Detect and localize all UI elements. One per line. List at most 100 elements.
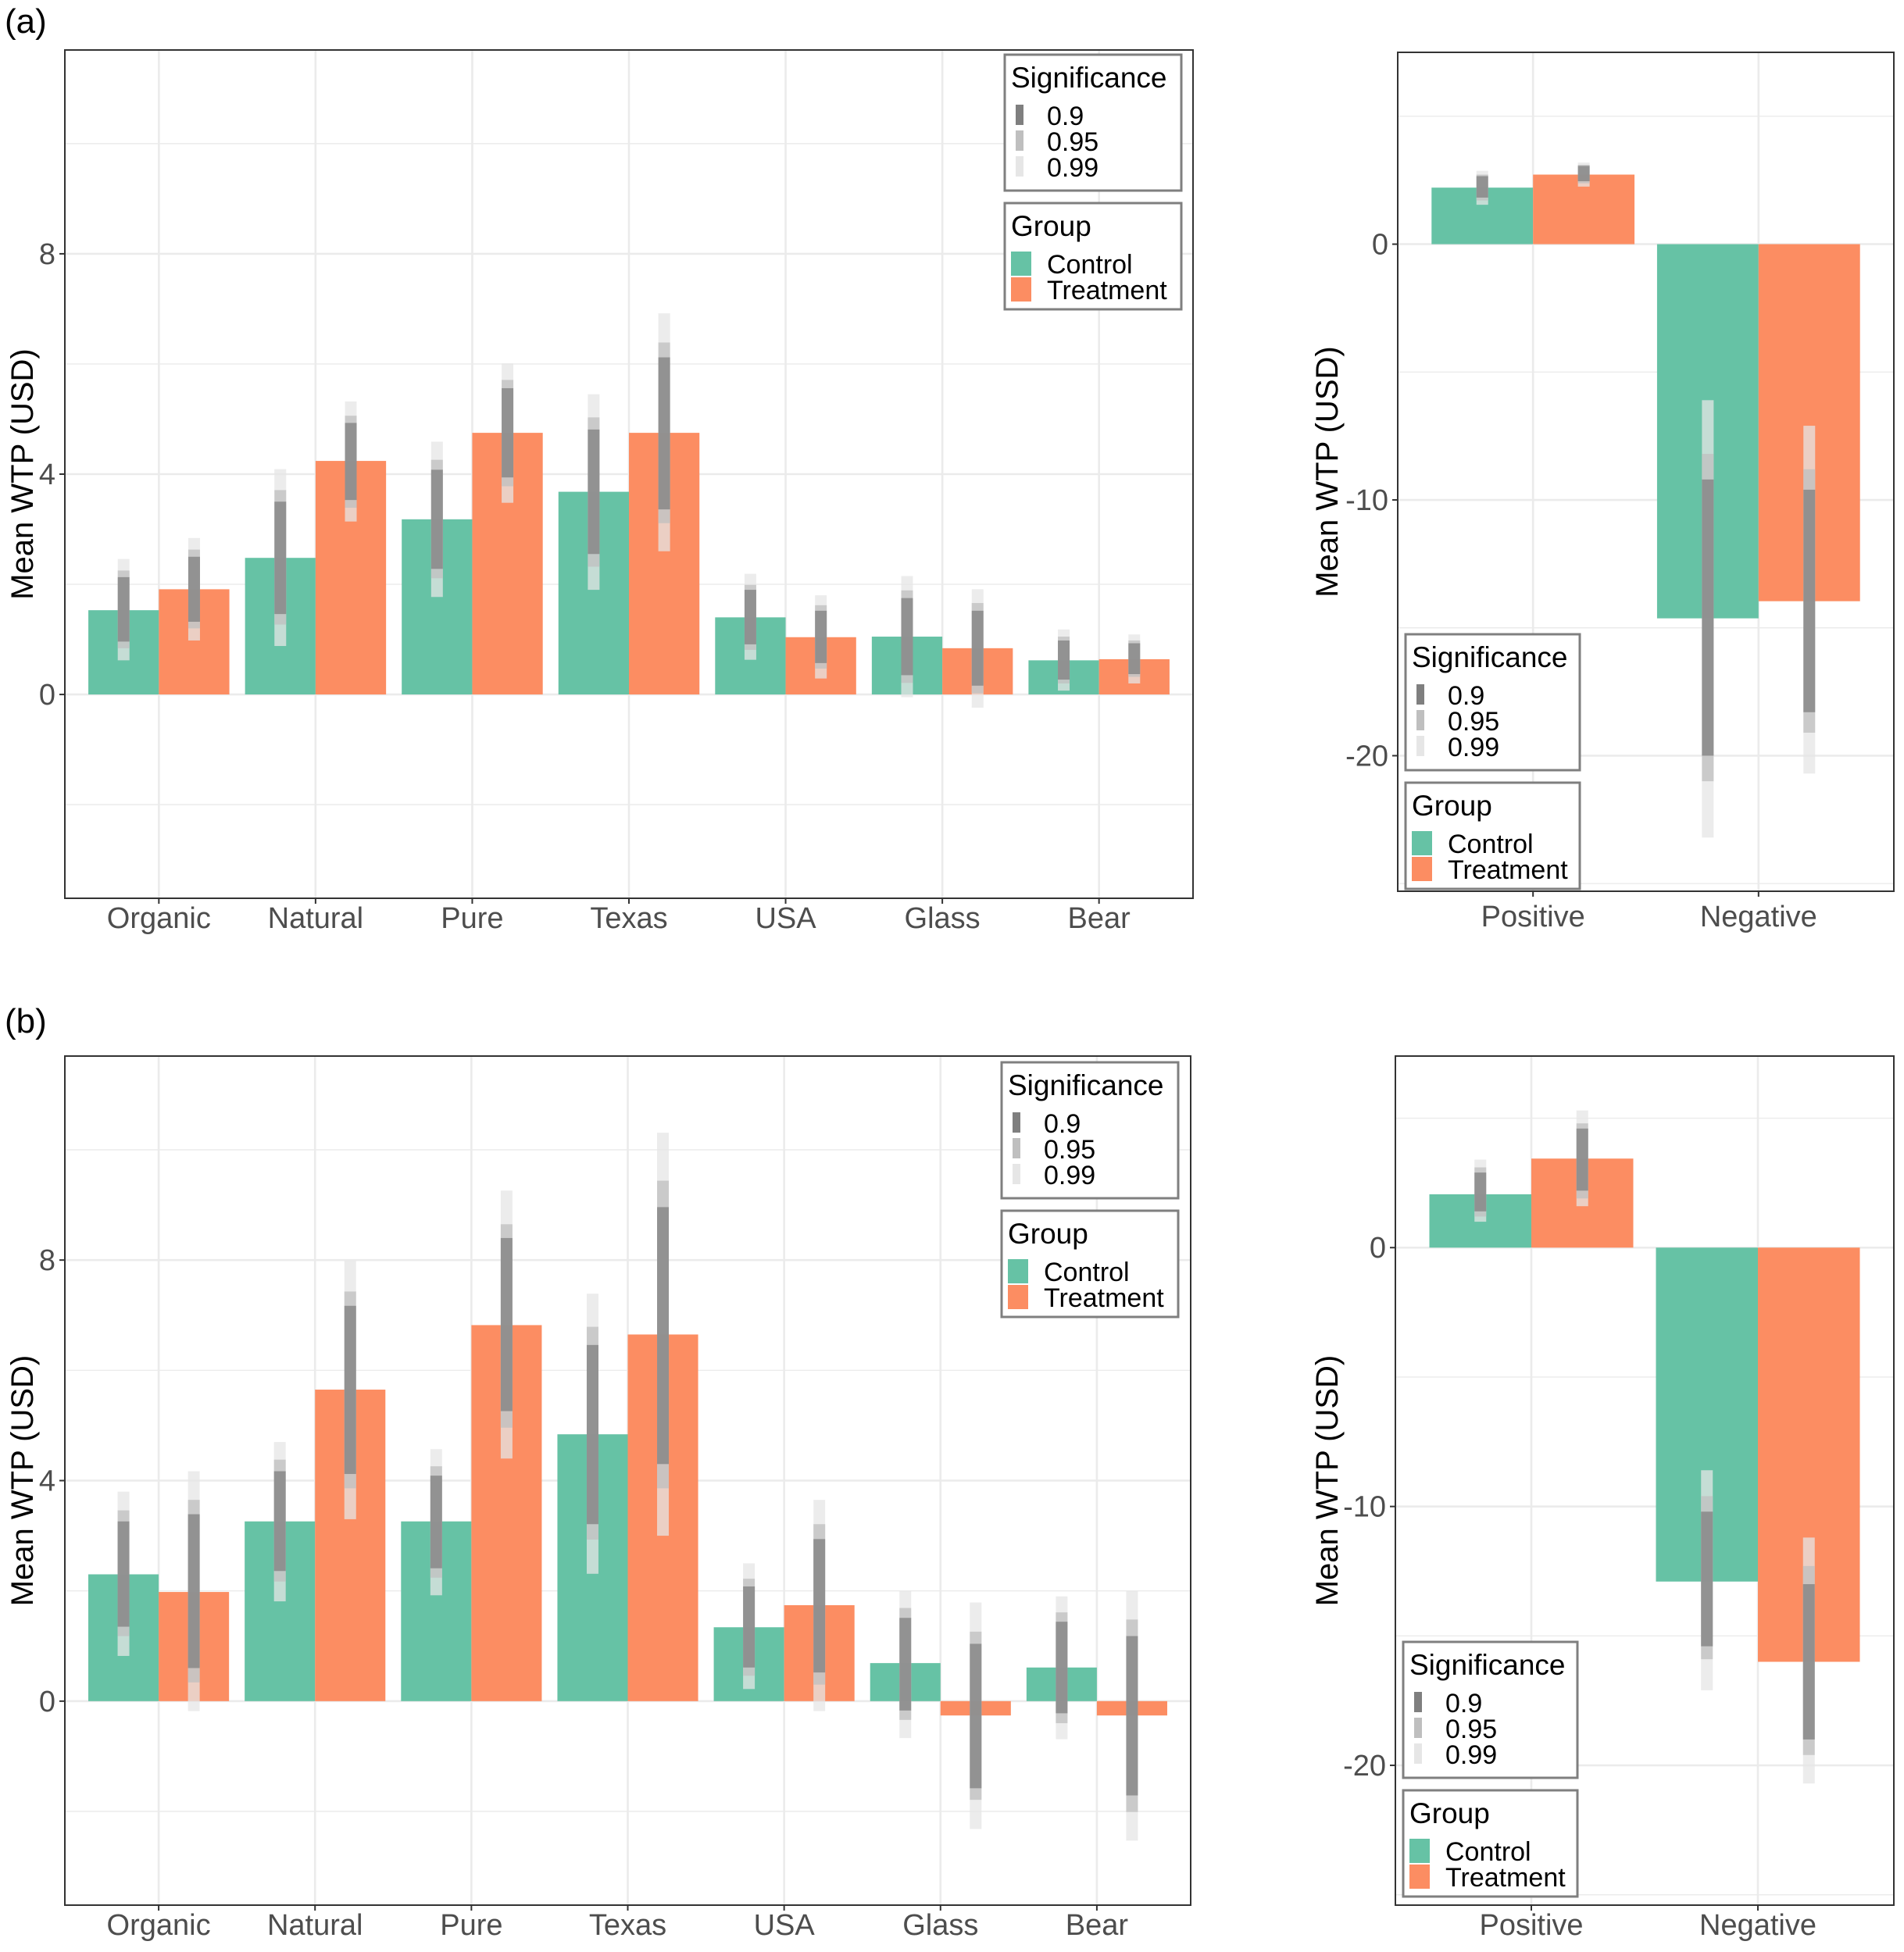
legend-significance-key-0_99 — [1016, 156, 1023, 177]
x-tick-label: Pure — [441, 902, 503, 935]
legend-significance-label: 0.95 — [1044, 1135, 1095, 1165]
x-tick-label: Negative — [1700, 901, 1817, 933]
legend-group-label: Control — [1044, 1258, 1130, 1287]
legend-group-label: Treatment — [1448, 855, 1568, 885]
x-tick-label: Pure — [440, 1909, 502, 1942]
interval-0_9-treatment-bear — [1126, 1636, 1138, 1796]
y-tick-label: -20 — [1343, 1750, 1386, 1782]
legend-group-key-control — [1412, 831, 1432, 855]
legend-group-box — [1000, 1209, 1180, 1319]
interval-0_9-control-positive — [1476, 176, 1488, 198]
y-tick-label: -10 — [1345, 484, 1388, 517]
legend-significance-box — [1404, 633, 1581, 772]
interval-0_9-control-organic — [117, 576, 130, 642]
x-tick-label: Negative — [1699, 1909, 1816, 1942]
legend-group-label: Treatment — [1047, 276, 1167, 305]
y-axis-title: Mean WTP (USD) — [1310, 346, 1345, 598]
x-tick-label: Bear — [1068, 902, 1131, 935]
interval-0_9-treatment-pure — [502, 387, 514, 478]
x-tick-label: Glass — [902, 1909, 978, 1942]
legend-group-key-treatment — [1008, 1285, 1028, 1309]
panel-label-a: (a) — [5, 2, 47, 41]
interval-0_9-treatment-glass — [971, 610, 984, 686]
legend-significance-box — [1402, 1640, 1579, 1779]
legend-group-label: Control — [1448, 830, 1534, 859]
y-tick-label: 8 — [39, 1244, 55, 1277]
legend-significance-key-0_95 — [1013, 1138, 1020, 1158]
y-tick-label: 4 — [39, 1465, 55, 1498]
legend-group-key-treatment — [1412, 857, 1432, 881]
plot-b-attributes: 0 4 8 Organic Natural Pure Texas USA Glass Bear Me… — [5, 1055, 1191, 1942]
legend-significance-label: 0.9 — [1047, 102, 1084, 131]
legend-group-label: Treatment — [1044, 1283, 1164, 1313]
interval-0_9-control-texas — [586, 1344, 598, 1525]
y-tick-label: 4 — [39, 459, 55, 491]
x-tick-label: Positive — [1479, 1909, 1583, 1942]
legend-significance-label: 0.9 — [1044, 1109, 1081, 1139]
legend-significance-box — [1003, 53, 1183, 192]
legend: Significance 0.90.950.99 Group ControlTreat… — [1000, 1061, 1180, 1319]
interval-0_9-treatment-negative — [1803, 489, 1816, 712]
interval-0_9-treatment-pure — [500, 1237, 513, 1411]
y-axis-title: Mean WTP (USD) — [1310, 1355, 1345, 1607]
interval-0_9-control-usa — [744, 590, 756, 644]
legend-significance-label: 0.99 — [1047, 153, 1098, 183]
x-tick-label: Glass — [905, 902, 981, 935]
legend-significance-label: 0.95 — [1047, 127, 1098, 157]
legend-group-box — [1404, 781, 1581, 890]
interval-0_9-treatment-usa — [813, 1539, 826, 1673]
legend-group-key-treatment — [1409, 1865, 1430, 1889]
legend-significance-key-0_99 — [1416, 736, 1424, 756]
interval-0_9-control-bear — [1058, 640, 1070, 680]
plot-a-valence: 0 -10 -20 Positive Negative Mean WTP (USD) Sig… — [1310, 52, 1895, 933]
legend-group-box — [1402, 1789, 1579, 1898]
y-tick-label: -10 — [1343, 1491, 1386, 1524]
y-tick-label: 0 — [1372, 229, 1388, 262]
interval-0_9-treatment-natural — [344, 1305, 356, 1475]
legend-group-label: Treatment — [1445, 1863, 1566, 1893]
legend-significance-key-0_9 — [1016, 105, 1023, 125]
legend-significance-label: 0.99 — [1044, 1161, 1095, 1190]
interval-0_9-control-bear — [1056, 1622, 1068, 1714]
legend: Significance 0.90.950.99 Group ControlTreat… — [1402, 1640, 1579, 1898]
legend-significance-title: Significance — [1008, 1069, 1164, 1101]
legend: Significance 0.90.950.99 Group ControlTreat… — [1404, 633, 1581, 890]
legend-significance-key-0_95 — [1016, 130, 1023, 151]
legend-significance-key-0_9 — [1416, 684, 1424, 705]
interval-0_9-treatment-organic — [188, 556, 200, 622]
y-axis-title: Mean WTP (USD) — [5, 1355, 40, 1607]
legend-significance-key-0_95 — [1414, 1718, 1422, 1738]
legend-significance-label: 0.95 — [1445, 1715, 1497, 1744]
interval-0_9-control-organic — [117, 1521, 130, 1627]
plot-border — [1395, 1055, 1895, 1906]
plot-b-valence: 0 -10 -20 Positive Negative Mean WTP (USD) Sig… — [1310, 1055, 1895, 1942]
y-tick-label: 0 — [1370, 1232, 1386, 1265]
x-tick-label: Texas — [590, 902, 667, 935]
x-tick-label: Natural — [268, 902, 364, 935]
legend-significance-box — [1000, 1061, 1180, 1200]
interval-0_9-control-glass — [899, 1618, 912, 1711]
legend-group-box — [1003, 202, 1183, 311]
interval-0_9-control-natural — [273, 1471, 286, 1572]
legend-significance-key-0_95 — [1416, 710, 1424, 730]
x-tick-label: Positive — [1481, 901, 1585, 933]
interval-0_9-control-pure — [430, 1476, 442, 1568]
legend-significance-key-0_99 — [1013, 1164, 1020, 1184]
legend-group-key-control — [1011, 252, 1031, 276]
legend-group-label: Control — [1047, 250, 1133, 280]
interval-0_9-control-texas — [588, 429, 600, 555]
x-tick-label: Organic — [107, 902, 211, 935]
y-tick-label: 0 — [39, 1686, 55, 1718]
legend-significance-label: 0.9 — [1445, 1689, 1482, 1718]
legend-group-label: Control — [1445, 1837, 1531, 1867]
y-axis-title: Mean WTP (USD) — [5, 348, 40, 600]
y-tick-label: -20 — [1345, 740, 1388, 773]
legend-group-title: Group — [1412, 790, 1492, 822]
interval-0_9-treatment-negative — [1802, 1584, 1815, 1740]
legend-group-title: Group — [1011, 210, 1091, 242]
legend-significance-key-0_9 — [1013, 1112, 1020, 1133]
interval-0_9-treatment-usa — [815, 610, 827, 663]
legend-significance-title: Significance — [1412, 641, 1568, 673]
panel-label-b: (b) — [5, 1002, 47, 1040]
legend-group-title: Group — [1409, 1797, 1490, 1829]
